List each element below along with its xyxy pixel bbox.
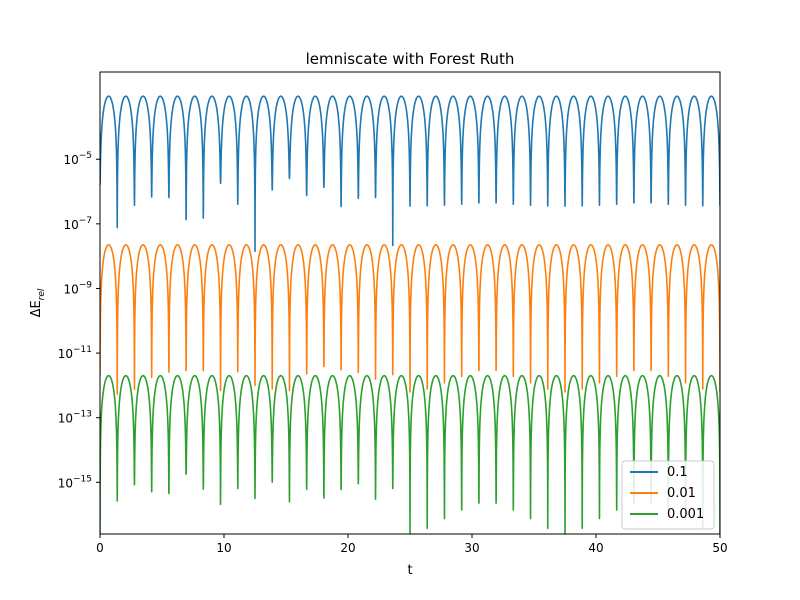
y-axis-label: ΔErel [29, 288, 47, 317]
y-axis-label-subscript: rel [37, 288, 47, 300]
y-tick-label: 10−7 [63, 216, 92, 232]
axes-frame [99, 71, 721, 535]
y-tick-label: 10−11 [58, 345, 92, 361]
y-axis-label-main: ΔE [29, 300, 44, 317]
legend-label-0: 0.1 [667, 465, 688, 480]
x-tick-label: 40 [588, 541, 603, 555]
y-tick-label: 10−9 [63, 280, 92, 296]
series-line-1 [100, 244, 720, 395]
legend-label-1: 0.01 [667, 486, 696, 501]
chart-title: lemniscate with Forest Ruth [306, 50, 515, 68]
plot-area [99, 71, 721, 535]
y-tick-label: 10−13 [58, 410, 92, 426]
y-tick-label: 10−5 [63, 151, 92, 167]
legend-box [621, 460, 715, 530]
x-tick-label: 20 [340, 541, 355, 555]
y-tick-label: 10−15 [58, 474, 92, 490]
y-axis: 10−5 10−7 10−9 10−11 10−13 10−15 [58, 151, 100, 490]
x-axis: 0 10 20 30 40 50 [96, 534, 728, 555]
legend: 0.1 0.01 0.001 [621, 460, 715, 530]
x-tick-label: 0 [96, 541, 104, 555]
legend-label-2: 0.001 [667, 507, 704, 522]
series-group [100, 95, 720, 534]
series-line-0 [100, 95, 720, 253]
x-tick-label: 30 [464, 541, 479, 555]
x-tick-label: 50 [712, 541, 727, 555]
x-axis-label: t [407, 563, 412, 578]
series-line-2 [100, 374, 720, 534]
x-tick-label: 10 [216, 541, 231, 555]
